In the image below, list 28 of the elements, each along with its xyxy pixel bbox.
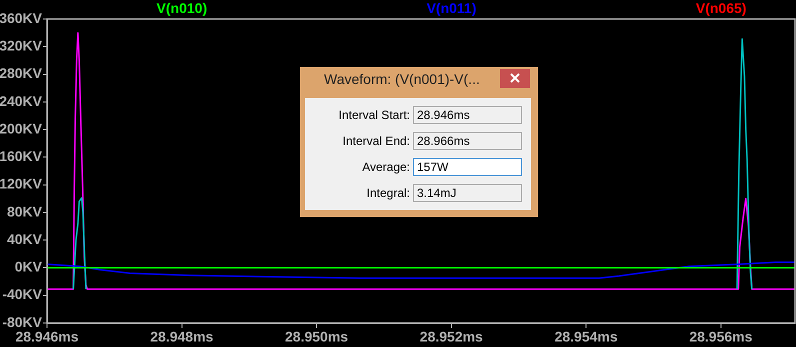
x-tick-label: 28.954ms xyxy=(554,328,618,344)
annotation: Interval End: xyxy=(342,134,410,148)
x-tick-label: 28.956ms xyxy=(689,328,753,344)
text: V(n011) xyxy=(426,0,476,16)
annotation: Waveform: (V(n001)-V(... xyxy=(324,71,480,87)
annotation: 3.14mJ xyxy=(413,184,522,202)
x-tick-label: 28.950ms xyxy=(285,328,348,344)
annotation: 157W xyxy=(413,158,522,176)
y-tick-label: -40KV xyxy=(2,286,43,302)
annotation: Average: xyxy=(362,160,410,174)
y-tick-label: 120KV xyxy=(0,176,43,192)
y-tick-label: 280KV xyxy=(0,65,43,82)
y-tick-label: 160KV xyxy=(0,148,43,164)
y-tick-label: 200KV xyxy=(0,120,43,136)
annotation: 28.946ms xyxy=(413,106,522,124)
y-tick-label: -80KV xyxy=(2,314,43,330)
y-tick-label: 0KV xyxy=(14,258,43,275)
y-tick-label: 40KV xyxy=(6,230,43,247)
text: V(n010) xyxy=(156,0,208,16)
annotation: Interval Start: xyxy=(338,108,410,122)
x-tick-label: 28.948ms xyxy=(150,328,214,344)
y-tick-label: 80KV xyxy=(6,203,43,220)
y-tick-label: 240KV xyxy=(0,92,43,109)
legend-label: V(n065) xyxy=(696,0,746,16)
x-tick-label: 28.952ms xyxy=(420,328,484,344)
x-tick-label: 28.946ms xyxy=(15,328,79,344)
annotation: Integral: xyxy=(366,186,410,200)
annotation: 28.966ms xyxy=(413,132,522,150)
